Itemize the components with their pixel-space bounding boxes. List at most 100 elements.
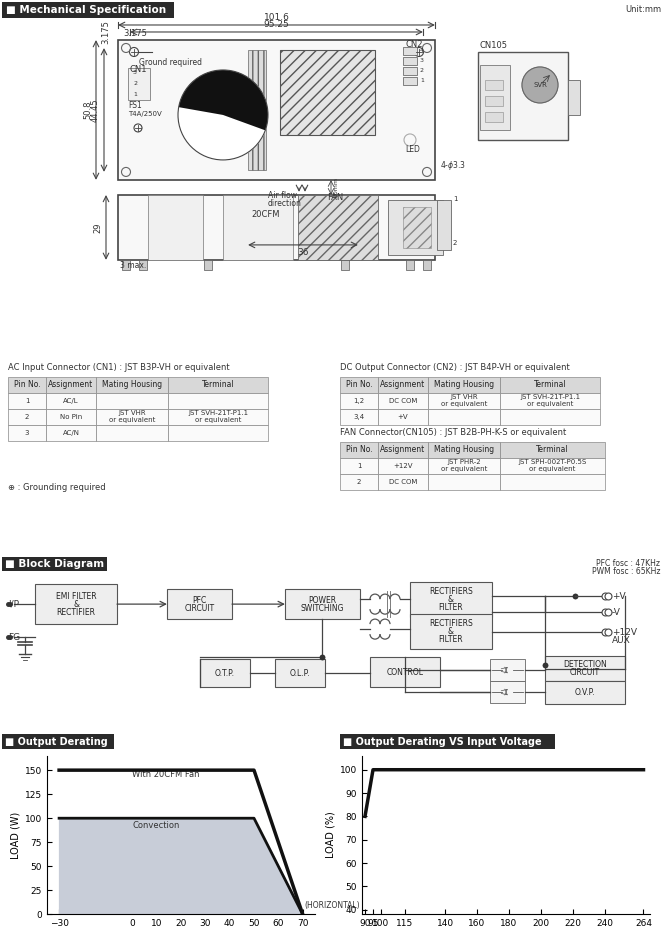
Y-axis label: LOAD (W): LOAD (W) [11, 812, 21, 858]
Text: AUX: AUX [612, 635, 630, 645]
Text: ■ Output Derating: ■ Output Derating [5, 737, 108, 746]
Text: 101.6: 101.6 [263, 13, 289, 22]
Text: 3: 3 [133, 71, 137, 76]
Bar [378, 393, 428, 409]
Bar [406, 260, 414, 270]
Bar [96, 377, 168, 393]
Text: ⊕ : Grounding required: ⊕ : Grounding required [8, 483, 106, 492]
Circle shape [178, 70, 268, 160]
Bar [2, 2, 174, 18]
Bar [46, 393, 96, 409]
Bar [8, 409, 46, 425]
Text: Pin No.: Pin No. [13, 380, 40, 389]
Text: 29: 29 [93, 222, 102, 232]
Text: Terminal: Terminal [202, 380, 234, 389]
Text: Mating Housing: Mating Housing [434, 445, 494, 454]
Bar [283, 195, 323, 235]
Text: CONTROL: CONTROL [387, 668, 423, 676]
Bar [403, 47, 417, 55]
Text: 50mm: 50mm [334, 177, 339, 198]
Bar [478, 52, 568, 140]
Text: Pin No.: Pin No. [346, 445, 373, 454]
Bar [545, 656, 625, 681]
Text: With 20CFM Fan: With 20CFM Fan [132, 770, 200, 779]
Bar [403, 77, 417, 85]
Text: I/P: I/P [8, 600, 19, 608]
Bar [168, 425, 268, 440]
Text: 36: 36 [297, 248, 309, 257]
Bar [248, 50, 266, 170]
Text: 1: 1 [133, 92, 137, 97]
Bar [285, 589, 360, 620]
Bar [340, 734, 555, 749]
Bar [485, 112, 503, 122]
Bar [96, 425, 168, 440]
Bar [485, 96, 503, 106]
Text: 3,4: 3,4 [354, 413, 364, 420]
Text: Convection: Convection [132, 821, 180, 829]
Text: CN105: CN105 [480, 41, 508, 50]
Bar [410, 582, 492, 617]
Bar [378, 409, 428, 425]
Bar [480, 65, 510, 130]
Text: 3 max.: 3 max. [120, 261, 146, 270]
Text: CN2: CN2 [405, 40, 423, 49]
Bar [280, 50, 375, 135]
Text: Mating Housing: Mating Housing [102, 380, 162, 389]
Y-axis label: LOAD (%): LOAD (%) [326, 812, 336, 858]
Text: Assignment: Assignment [381, 445, 425, 454]
Text: T4A/250V: T4A/250V [128, 111, 161, 117]
Bar [410, 614, 492, 649]
Bar [437, 200, 451, 250]
Bar [204, 260, 212, 270]
Text: DC Output Connector (CN2) : JST B4P-VH or equivalent: DC Output Connector (CN2) : JST B4P-VH o… [340, 363, 570, 371]
Text: DETECTION: DETECTION [563, 660, 607, 669]
Text: 2: 2 [133, 81, 137, 87]
Text: SWITCHING: SWITCHING [301, 604, 344, 613]
Text: Ground required: Ground required [139, 58, 202, 67]
Text: EMI FILTER: EMI FILTER [56, 592, 96, 601]
Text: CIRCUIT: CIRCUIT [184, 604, 214, 613]
Text: LED: LED [405, 145, 420, 154]
Bar [168, 409, 268, 425]
Bar [370, 657, 440, 687]
Text: CN1: CN1 [130, 65, 147, 74]
Text: &: & [73, 600, 79, 608]
Text: PFC fosc : 47KHz: PFC fosc : 47KHz [596, 559, 660, 568]
Text: 1: 1 [453, 196, 458, 202]
Text: JST VHR
or equivalent: JST VHR or equivalent [109, 411, 155, 424]
Bar [8, 377, 46, 393]
Text: SVR: SVR [533, 82, 547, 88]
Bar [423, 260, 431, 270]
Bar [428, 377, 500, 393]
Text: FS1: FS1 [128, 101, 142, 110]
Bar [122, 260, 130, 270]
Text: ■ Mechanical Specification: ■ Mechanical Specification [6, 5, 166, 15]
Bar [8, 425, 46, 440]
Text: 2: 2 [420, 68, 424, 74]
Bar [2, 734, 114, 749]
Bar [428, 409, 500, 425]
Text: ■ Output Derating VS Input Voltage: ■ Output Derating VS Input Voltage [343, 737, 541, 746]
Bar [275, 659, 325, 687]
Bar [403, 207, 431, 248]
Text: POWER: POWER [308, 595, 336, 605]
Wedge shape [179, 70, 268, 131]
Text: PWM fosc : 65KHz: PWM fosc : 65KHz [592, 567, 660, 577]
Bar [46, 409, 96, 425]
Bar [118, 40, 435, 180]
Bar [378, 442, 428, 458]
Bar [378, 474, 428, 490]
Bar [340, 377, 378, 393]
Bar [500, 377, 600, 393]
Text: 3: 3 [420, 59, 424, 63]
Text: -V: -V [612, 607, 621, 617]
Bar [500, 474, 605, 490]
Text: O.L.P.: O.L.P. [289, 669, 310, 677]
Text: DC COM: DC COM [389, 397, 417, 404]
Bar [200, 659, 250, 687]
Bar [96, 393, 168, 409]
Text: No Pin: No Pin [60, 413, 82, 420]
Bar [2, 557, 107, 571]
Text: 1: 1 [25, 397, 29, 404]
